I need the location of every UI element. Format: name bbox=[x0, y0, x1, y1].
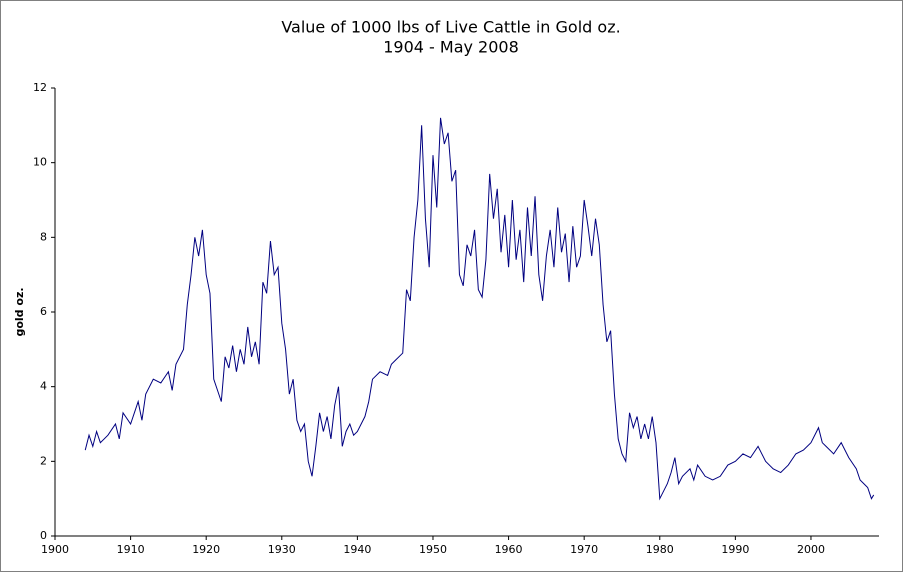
x-tick-label: 2000 bbox=[797, 543, 825, 556]
x-tick-label: 1950 bbox=[419, 543, 447, 556]
x-tick-label: 1940 bbox=[343, 543, 371, 556]
y-tick-label: 4 bbox=[40, 380, 47, 393]
x-tick-label: 1930 bbox=[268, 543, 296, 556]
x-tick-label: 1990 bbox=[721, 543, 749, 556]
y-tick-label: 0 bbox=[40, 529, 47, 542]
x-tick-label: 1980 bbox=[646, 543, 674, 556]
y-tick-label: 12 bbox=[33, 81, 47, 94]
y-tick-label: 10 bbox=[33, 156, 47, 169]
y-axis-label: gold oz. bbox=[13, 287, 26, 336]
x-tick-label: 1910 bbox=[117, 543, 145, 556]
x-tick-label: 1900 bbox=[41, 543, 69, 556]
x-tick-label: 1960 bbox=[495, 543, 523, 556]
y-tick-label: 2 bbox=[40, 454, 47, 467]
data-line bbox=[84, 117, 875, 501]
x-tick-label: 1970 bbox=[570, 543, 598, 556]
chart-subtitle: 1904 - May 2008 bbox=[383, 38, 519, 57]
x-tick-label: 1920 bbox=[192, 543, 220, 556]
y-tick-label: 6 bbox=[40, 305, 47, 318]
y-tick-label: 8 bbox=[40, 230, 47, 243]
chart-title: Value of 1000 lbs of Live Cattle in Gold… bbox=[281, 18, 620, 37]
